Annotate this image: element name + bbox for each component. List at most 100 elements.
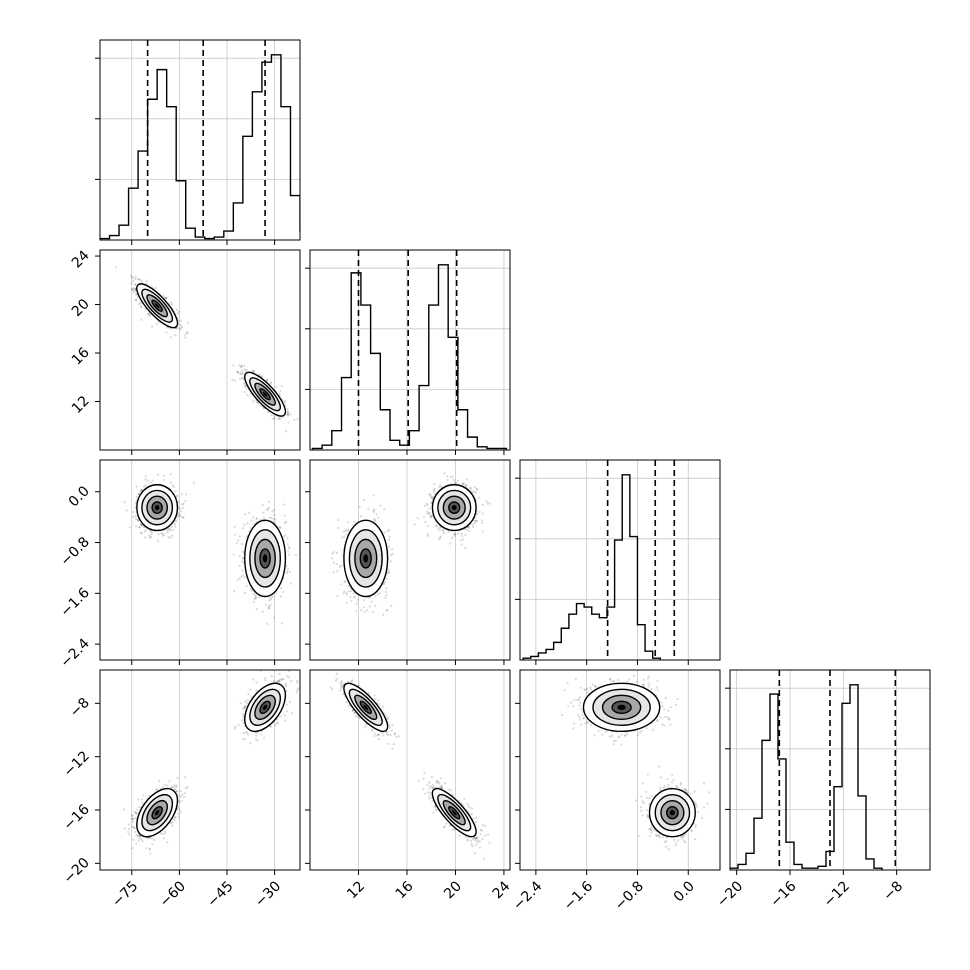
sample-point [286, 410, 289, 413]
sample-point [132, 510, 135, 514]
sample-point [285, 571, 288, 575]
sample-point [164, 297, 167, 300]
sample-point [390, 604, 393, 608]
sample-point [250, 589, 253, 592]
sample-point [426, 533, 429, 536]
sample-point [165, 529, 168, 532]
sample-point [163, 533, 166, 536]
sample-point [452, 478, 455, 482]
sample-point [137, 278, 140, 281]
sample-point [379, 504, 382, 507]
sample-point [335, 562, 338, 566]
sample-point [149, 314, 152, 317]
sample-point [428, 493, 431, 496]
sample-point [440, 485, 443, 488]
sample-point [243, 364, 246, 367]
sample-point [366, 609, 369, 612]
sample-point [430, 501, 433, 505]
density-level [262, 391, 268, 397]
sample-point [261, 375, 264, 378]
sample-point [254, 595, 258, 599]
sample-point [271, 595, 274, 598]
sample-point [269, 598, 273, 601]
sample-point [237, 371, 240, 374]
sample-point [453, 481, 456, 484]
sample-point [174, 520, 177, 523]
sample-point [140, 523, 143, 526]
sample-point [233, 525, 236, 528]
sample-point [486, 502, 489, 505]
sample-point [285, 430, 288, 433]
sample-point [140, 318, 143, 321]
sample-point [353, 596, 356, 599]
sample-point [135, 495, 138, 499]
sample-point [169, 536, 172, 539]
sample-point [284, 534, 287, 537]
sample-point [148, 534, 151, 537]
sample-point [132, 515, 135, 519]
sample-point [182, 502, 185, 505]
sample-point [286, 408, 289, 411]
sample-point [273, 416, 276, 419]
density-level [451, 505, 457, 511]
sample-point [270, 516, 273, 519]
sample-point [279, 416, 282, 420]
sample-point [267, 607, 270, 610]
sample-point [443, 472, 446, 475]
contour-line [343, 519, 389, 598]
sample-point [178, 328, 182, 331]
contour-line [141, 489, 174, 526]
y-tick-label: 12 [69, 393, 93, 417]
sample-point [240, 575, 243, 579]
sample-point [174, 525, 177, 528]
sample-point [368, 596, 371, 599]
sample-point [465, 484, 468, 487]
sample-point [238, 577, 241, 580]
sample-point [240, 372, 244, 376]
sample-point [251, 370, 254, 373]
sample-point [238, 364, 241, 367]
sample-point [273, 418, 276, 421]
sample-point [478, 510, 481, 514]
sample-point [374, 519, 377, 522]
sample-point [179, 510, 183, 513]
sample-point [349, 595, 352, 599]
y-tick-label: 24 [69, 248, 93, 272]
sample-point [137, 493, 140, 496]
sample-point [478, 496, 481, 499]
contour-line [146, 294, 169, 318]
sample-point [287, 550, 290, 553]
sample-point [272, 517, 275, 520]
sample-point [481, 521, 484, 525]
sample-point [245, 585, 248, 588]
sample-point [144, 484, 147, 487]
sample-point [184, 499, 187, 503]
sample-point [272, 513, 276, 517]
sample-point [241, 556, 244, 559]
sample-point [339, 564, 342, 567]
sample-point [178, 513, 181, 516]
sample-point [288, 553, 291, 556]
sample-point [387, 545, 391, 548]
sample-point [243, 523, 246, 526]
sample-point [241, 550, 245, 553]
sample-point [175, 519, 178, 522]
sample-point [376, 516, 380, 519]
sample-point [390, 553, 393, 557]
contour-line [259, 548, 271, 569]
sample-point [343, 580, 346, 583]
sample-point [252, 592, 256, 596]
sample-point [265, 378, 269, 381]
sample-point [165, 331, 168, 334]
sample-point [427, 512, 430, 515]
sample-point [136, 278, 140, 281]
sample-point [286, 570, 289, 573]
sample-point [130, 288, 134, 291]
contour-line [359, 548, 372, 569]
sample-point [347, 528, 350, 531]
panel-p0-p0 [95, 39, 301, 245]
sample-point [157, 533, 160, 536]
sample-point [287, 410, 290, 414]
sample-point [266, 622, 269, 625]
contour-line [244, 371, 287, 417]
